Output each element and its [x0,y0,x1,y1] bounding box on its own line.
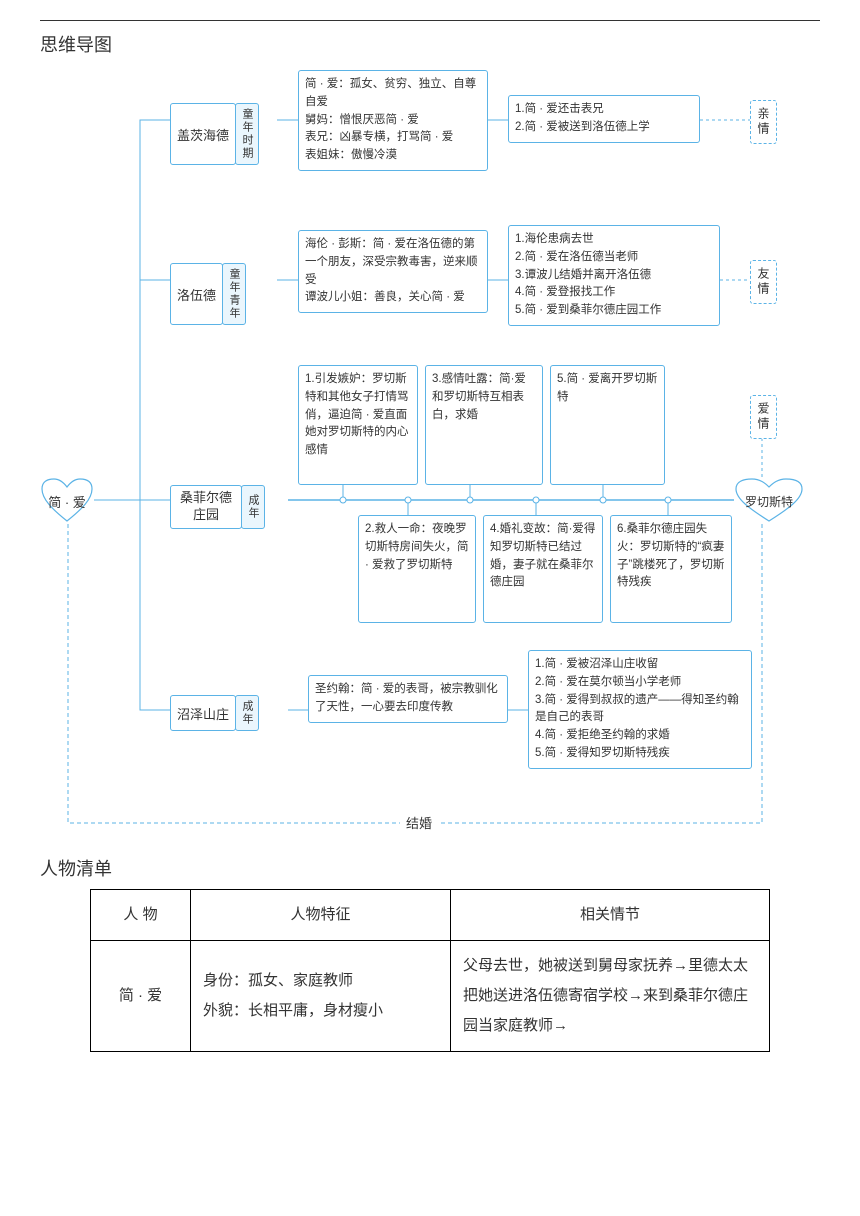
marriage-label: 结婚 [400,813,438,832]
moorhouse-people-box: 圣约翰：简 · 爱的表哥，被宗教驯化了天性，一心要去印度传教 [308,675,508,723]
place-lowood: 洛伍德 童年青年 [170,263,246,325]
moorhouse-name: 沼泽山庄 [170,695,236,731]
cell-plot: 父母去世，她被送到舅母家抚养→里德太太把她送进洛伍德寄宿学校→来到桑菲尔德庄园当… [451,941,770,1052]
place-moorhouse: 沼泽山庄 成年 [170,695,259,731]
thornfield-4: 4.婚礼变故：简·爱得知罗切斯特已结过婚，妻子就在桑菲尔德庄园 [483,515,603,623]
thornfield-6: 6.桑菲尔德庄园失火：罗切斯特的“疯妻子”跳楼死了，罗切斯特残疾 [610,515,732,623]
thornfield-2: 2.救人一命：夜晚罗切斯特房间失火，简 · 爱救了罗切斯特 [358,515,476,623]
charlist-title: 人物清单 [40,855,820,881]
th-plot: 相关情节 [451,890,770,941]
th-person: 人 物 [91,890,191,941]
place-gateshead: 盖茨海德 童年时期 [170,103,259,165]
lowood-name: 洛伍德 [170,263,223,325]
cell-features: 身份：孤女、家庭教师 外貌：长相平庸，身材瘦小 [191,941,451,1052]
gateshead-age: 童年时期 [235,103,259,165]
jane-label: 简 · 爱 [48,492,86,511]
cell-name: 简 · 爱 [91,941,191,1052]
emo-friend: 友情 [750,260,777,304]
thornfield-1: 1.引发嫉妒：罗切斯特和其他女子打情骂俏，逼迫简 · 爱直面她对罗切斯特的内心感… [298,365,418,485]
rochester-heart: 罗切斯特 [734,477,804,525]
table-row: 简 · 爱 身份：孤女、家庭教师 外貌：长相平庸，身材瘦小 父母去世，她被送到舅… [91,941,770,1052]
emo-love: 爱情 [750,395,777,439]
mindmap-diagram: 简 · 爱 罗切斯特 盖茨海德 童年时期 简 · 爱：孤女、贫穷、独立、自尊自爱… [40,65,820,845]
th-features: 人物特征 [191,890,451,941]
thornfield-5: 5.简 · 爱离开罗切斯特 [550,365,665,485]
lowood-people-box: 海伦 · 彭斯：简 · 爱在洛伍德的第一个朋友，深受宗教毒害，逆来顺受 谭波儿小… [298,230,488,313]
gateshead-events-box: 1.简 · 爱还击表兄 2.简 · 爱被送到洛伍德上学 [508,95,700,143]
thornfield-name: 桑菲尔德庄园 [170,485,242,529]
character-table: 人 物 人物特征 相关情节 简 · 爱 身份：孤女、家庭教师 外貌：长相平庸，身… [90,889,770,1052]
gateshead-people-box: 简 · 爱：孤女、贫穷、独立、自尊自爱 舅妈：憎恨厌恶简 · 爱 表兄：凶暴专横… [298,70,488,171]
table-header-row: 人 物 人物特征 相关情节 [91,890,770,941]
moorhouse-events-box: 1.简 · 爱被沼泽山庄收留 2.简 · 爱在莫尔顿当小学老师 3.简 · 爱得… [528,650,752,769]
lowood-age: 童年青年 [222,263,246,325]
thornfield-3: 3.感情吐露：简·爱和罗切斯特互相表白，求婚 [425,365,543,485]
place-thornfield: 桑菲尔德庄园 成年 [170,485,265,529]
jane-heart: 简 · 爱 [40,477,94,525]
emo-family: 亲情 [750,100,777,144]
moorhouse-age: 成年 [235,695,259,731]
gateshead-name: 盖茨海德 [170,103,236,165]
rochester-label: 罗切斯特 [745,493,793,510]
lowood-events-box: 1.海伦患病去世 2.简 · 爱在洛伍德当老师 3.谭波儿结婚并离开洛伍德 4.… [508,225,720,326]
mindmap-title: 思维导图 [40,31,820,57]
thornfield-age: 成年 [241,485,265,529]
